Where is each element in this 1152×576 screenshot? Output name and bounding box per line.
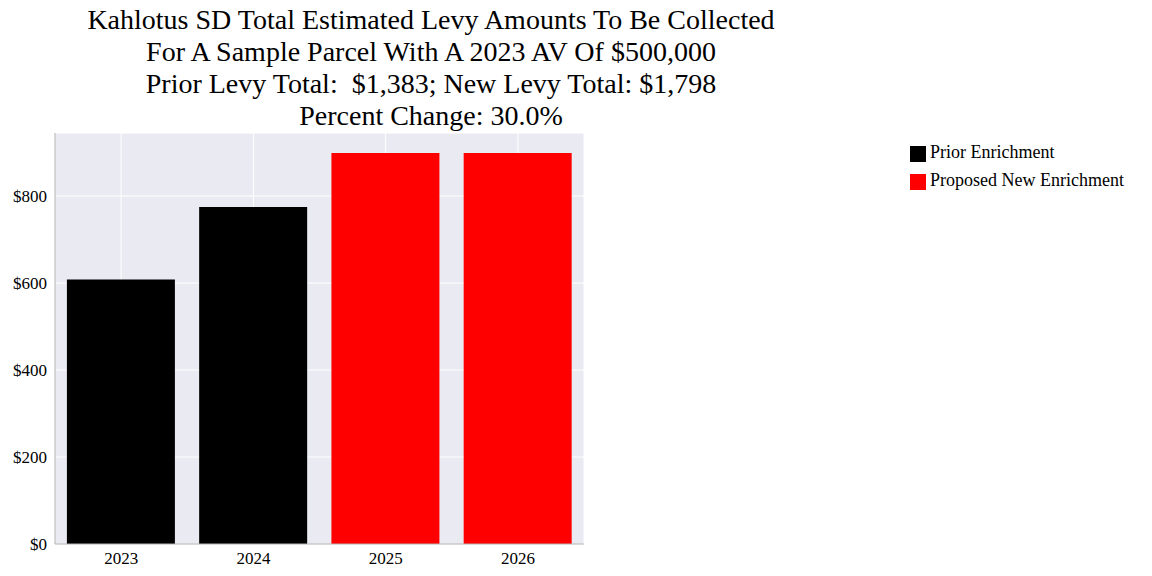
svg-text:2024: 2024 xyxy=(236,549,271,568)
svg-text:2025: 2025 xyxy=(369,549,403,568)
html-text:For A Sample Parcel With A 202: For A Sample Parcel With A 2023 AV Of $5… xyxy=(146,36,716,67)
html-text:Kahlotus SD Total Estimated Le: Kahlotus SD Total Estimated Levy Amounts… xyxy=(87,4,775,35)
html-text:Percent Change: 30.0%: Percent Change: 30.0% xyxy=(299,100,563,131)
html-text:Proposed New Enrichment: Proposed New Enrichment xyxy=(930,170,1124,190)
svg-text:$600: $600 xyxy=(13,274,47,293)
svg-text:$0: $0 xyxy=(30,535,47,554)
html-text:Prior Enrichment: Prior Enrichment xyxy=(930,142,1055,162)
svg-text:$400: $400 xyxy=(13,361,47,380)
svg-text:$200: $200 xyxy=(13,448,47,467)
html-text:Prior Levy Total: $1,383; New: Prior Levy Total: $1,383; New Levy Total… xyxy=(145,68,717,99)
svg-text:2026: 2026 xyxy=(501,549,535,568)
svg-text:$800: $800 xyxy=(13,187,47,206)
svg-text:2023: 2023 xyxy=(104,549,138,568)
